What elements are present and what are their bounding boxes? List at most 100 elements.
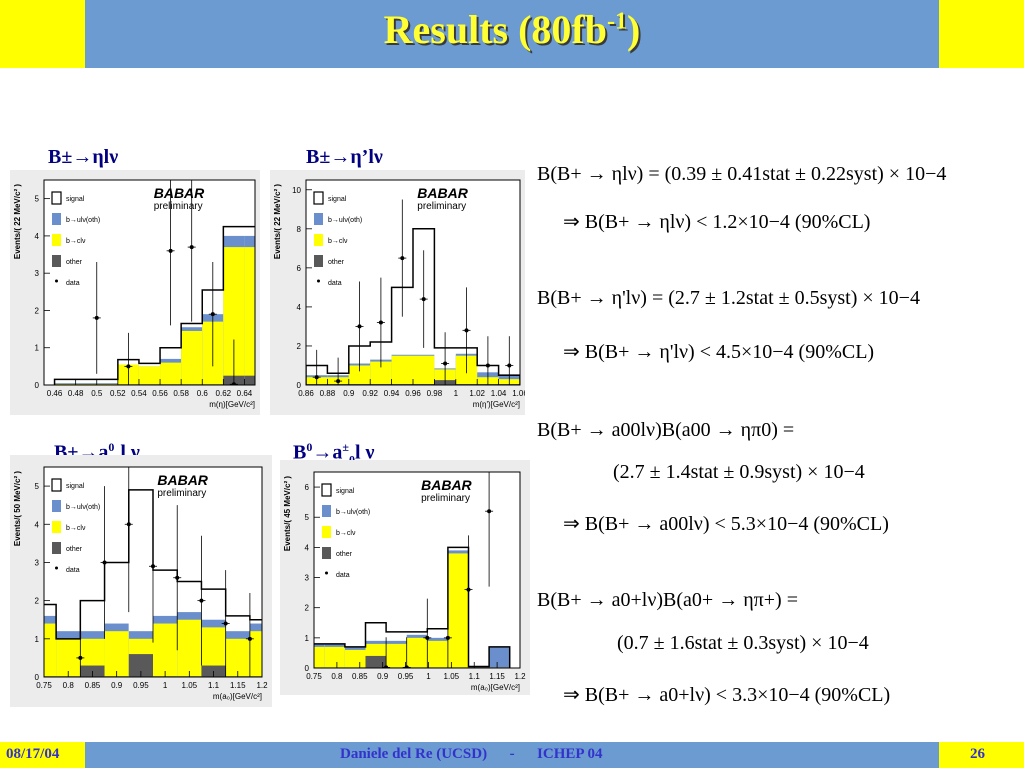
babar-logo: BABAR (154, 185, 205, 201)
header-accent-right (939, 0, 1024, 68)
y-tick-label: 5 (305, 513, 310, 522)
bar-signal (96, 379, 118, 385)
y-tick-label: 3 (35, 269, 40, 278)
x-tick-label: 0.8 (331, 672, 343, 681)
x-tick-label: 1.15 (489, 672, 505, 681)
x-tick-label: 1 (426, 672, 431, 681)
histogram-a0plus: 0.75 0.8 0.85 0.9 0.95 1 1.05 1.1 1.15 1.2 0 1 2 3 4 5 6… (280, 460, 530, 695)
x-tick-label: 0.9 (377, 672, 389, 681)
legend-label: b→ulν(oth) (66, 504, 100, 511)
histogram-a00: 0.75 0.8 0.85 0.9 0.95 1 1.05 1.1 1.15 1.2 0 1 2 3 4 5 m… (10, 455, 272, 707)
bar-bclnu (413, 355, 435, 385)
footer-presenter: Daniele del Re (UCSD) - ICHEP 04 (340, 746, 603, 762)
legend-label: data (336, 572, 350, 579)
eq-etap-limit: ⇒ B(B+ → η'lν) < 4.5×10−4 (90%CL) (563, 341, 875, 363)
data-point (168, 248, 173, 253)
plot-frame (313, 471, 521, 669)
y-tick-label: 10 (292, 186, 301, 195)
legend-marker (55, 279, 58, 283)
x-tick-label: 0.46 (47, 389, 63, 398)
x-tick-label: 0.75 (36, 681, 52, 690)
legend-label: signal (66, 196, 85, 203)
bar-bclnu (177, 619, 202, 677)
x-tick-label: 0.52 (110, 389, 126, 398)
x-tick-label: 0.95 (398, 672, 414, 681)
legend-marker (325, 571, 328, 575)
preliminary-label: preliminary (157, 488, 206, 499)
x-axis-label: m(a₀)[GeV/c²] (471, 683, 520, 692)
x-tick-label: 0.56 (152, 389, 168, 398)
x-tick-label: 0.8 (63, 681, 75, 690)
legend-label: other (336, 551, 353, 558)
footer-accent-left (0, 742, 85, 768)
y-tick-label: 5 (35, 195, 40, 204)
data-point (94, 315, 99, 320)
bar-bclnu (181, 330, 203, 385)
footer-date: 08/17/04 (6, 746, 60, 762)
babar-logo: BABAR (417, 185, 468, 201)
legend-swatch (322, 547, 331, 559)
data-point (189, 245, 194, 250)
data-point (247, 636, 252, 641)
legend: signal b→ulν(oth) b→clν other data (51, 478, 100, 574)
x-tick-label: 1.2 (256, 681, 268, 690)
y-tick-label: 0 (35, 673, 40, 682)
y-tick-label: 5 (35, 482, 40, 491)
bar-bclnu (225, 638, 250, 677)
data-point (445, 635, 450, 640)
data-point (378, 320, 383, 325)
bar-bclnu (344, 649, 366, 668)
data-point (425, 635, 430, 640)
data-point (126, 364, 131, 369)
bar-bclnu (386, 643, 407, 668)
bar-bclnu (223, 247, 245, 385)
y-tick-label: 8 (297, 225, 302, 234)
legend-label: other (66, 546, 83, 553)
x-tick-label: 1.02 (469, 389, 485, 398)
bar-bclnu (391, 355, 413, 385)
data-point (384, 665, 389, 668)
x-tick-label: 0.98 (427, 389, 443, 398)
legend-swatch (51, 191, 62, 205)
data-point (314, 375, 319, 380)
header-accent-left (0, 0, 85, 68)
legend-swatch (313, 191, 324, 205)
bar-bulnu-oth (468, 666, 490, 668)
x-tick-label: 1.04 (491, 389, 507, 398)
x-tick-label: 0.58 (173, 389, 189, 398)
x-tick-label: 0.5 (91, 389, 103, 398)
legend-label: b→clν (336, 530, 356, 537)
legend-label: b→clν (66, 238, 86, 245)
bar-other (244, 375, 255, 385)
y-tick-label: 2 (297, 342, 302, 351)
y-tick-label: 0 (35, 381, 40, 390)
x-tick-label: 1.05 (444, 672, 460, 681)
legend: signal b→ulν(oth) b→clν other data (321, 483, 370, 579)
data-point (487, 509, 492, 514)
y-tick-label: 1 (35, 635, 40, 644)
histogram-etaprime: 0.86 0.88 0.9 0.92 0.94 0.96 0.98 1 1.02 1.04 1.06… (270, 170, 525, 415)
x-tick-label: 0.48 (68, 389, 84, 398)
data-point (126, 522, 131, 527)
y-tick-label: 3 (35, 558, 40, 567)
eq-etap-main: B(B+ → η'lν) = (2.7 ± 1.2stat ± 0.5syst)… (537, 287, 920, 309)
footer-page-number: 26 (970, 746, 985, 762)
x-tick-label: 1.06 (512, 389, 525, 398)
eq-eta-limit: ⇒ B(B+ → ηlν) < 1.2×10−4 (90%CL) (563, 211, 871, 233)
x-tick-label: 0.9 (343, 389, 355, 398)
legend-swatch (52, 500, 61, 512)
x-tick-label: 0.9 (111, 681, 123, 690)
y-tick-label: 0 (305, 664, 310, 673)
bar-bclnu (370, 361, 392, 385)
x-tick-label: 0.85 (352, 672, 368, 681)
eq-a0p-main: B(B+ → a0+lν)B(a0+ → ηπ+) = (537, 589, 798, 611)
legend-swatch (314, 255, 323, 267)
legend-swatch (51, 478, 62, 492)
bar-bulnu-oth (489, 646, 510, 668)
bar-bclnu (56, 638, 81, 677)
x-tick-label: 0.62 (216, 389, 232, 398)
babar-logo: BABAR (157, 472, 208, 488)
eq-eta-main: B(B+ → ηlν) = (0.39 ± 0.41stat ± 0.22sys… (537, 163, 947, 185)
footer-bar: 08/17/04 Daniele del Re (UCSD) - ICHEP 0… (0, 742, 1024, 768)
x-tick-label: 0.6 (197, 389, 209, 398)
